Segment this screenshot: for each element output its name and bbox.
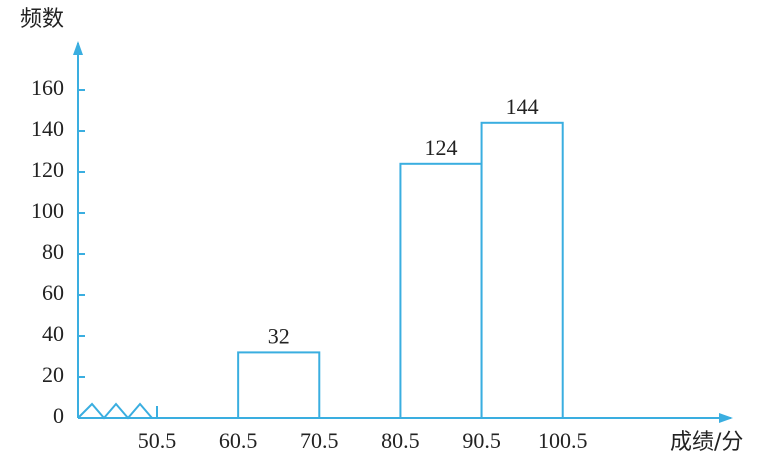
y-tick-label: 120 <box>31 157 64 182</box>
x-axis-label: 成绩/分 <box>670 430 743 455</box>
y-axis-label: 频数 <box>20 7 64 32</box>
axis-break <box>77 402 153 420</box>
x-tick-label: 60.5 <box>219 428 258 453</box>
x-tick-label: 100.5 <box>538 428 588 453</box>
y-tick-label: 20 <box>42 362 64 387</box>
x-tick-label: 50.5 <box>138 428 177 453</box>
data-label: 32 <box>268 323 290 348</box>
y-tick-label: 140 <box>31 116 64 141</box>
y-tick-label: 100 <box>31 198 64 223</box>
x-tick-label: 90.5 <box>462 428 501 453</box>
x-tick-label: 70.5 <box>300 428 339 453</box>
y-tick-label: 60 <box>42 280 64 305</box>
data-label: 144 <box>506 94 539 119</box>
y-tick-label: 80 <box>42 239 64 264</box>
x-tick-label: 80.5 <box>381 428 420 453</box>
y-axis-arrow <box>73 41 83 55</box>
y-tick-label: 160 <box>31 75 64 100</box>
bar <box>480 121 564 420</box>
x-axis-arrow <box>719 413 733 423</box>
y-tick-label: 0 <box>53 403 64 428</box>
bar <box>399 162 483 419</box>
bar <box>237 351 321 419</box>
y-tick-label: 40 <box>42 321 64 346</box>
data-label: 124 <box>425 135 458 160</box>
